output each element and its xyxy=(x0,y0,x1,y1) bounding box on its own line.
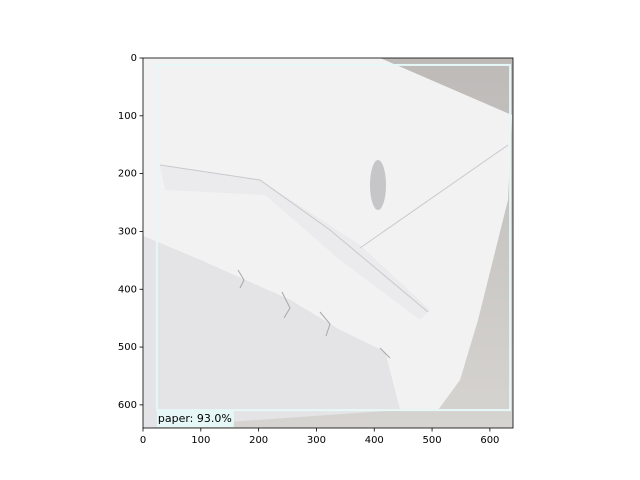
y-tick-label: 0 xyxy=(131,53,137,64)
y-tick-label: 500 xyxy=(118,342,137,353)
x-tick-label: 200 xyxy=(249,435,268,446)
photo xyxy=(143,58,513,428)
y-tick-label: 300 xyxy=(118,226,137,237)
axes-frame xyxy=(142,57,514,429)
y-tick-label: 200 xyxy=(118,169,137,180)
box-label: paper: 93.0% xyxy=(158,412,232,425)
y-tick-label: 400 xyxy=(118,284,137,295)
x-tick-label: 500 xyxy=(423,435,442,446)
x-tick-label: 600 xyxy=(480,435,499,446)
x-tick-label: 0 xyxy=(140,435,146,446)
x-tick-label: 300 xyxy=(307,435,326,446)
y-tick-label: 100 xyxy=(118,111,137,122)
x-tick-label: 400 xyxy=(365,435,384,446)
x-tick-label: 100 xyxy=(191,435,210,446)
y-tick-label: 600 xyxy=(118,400,137,411)
label-background xyxy=(156,410,234,428)
bounding-box xyxy=(155,63,512,412)
